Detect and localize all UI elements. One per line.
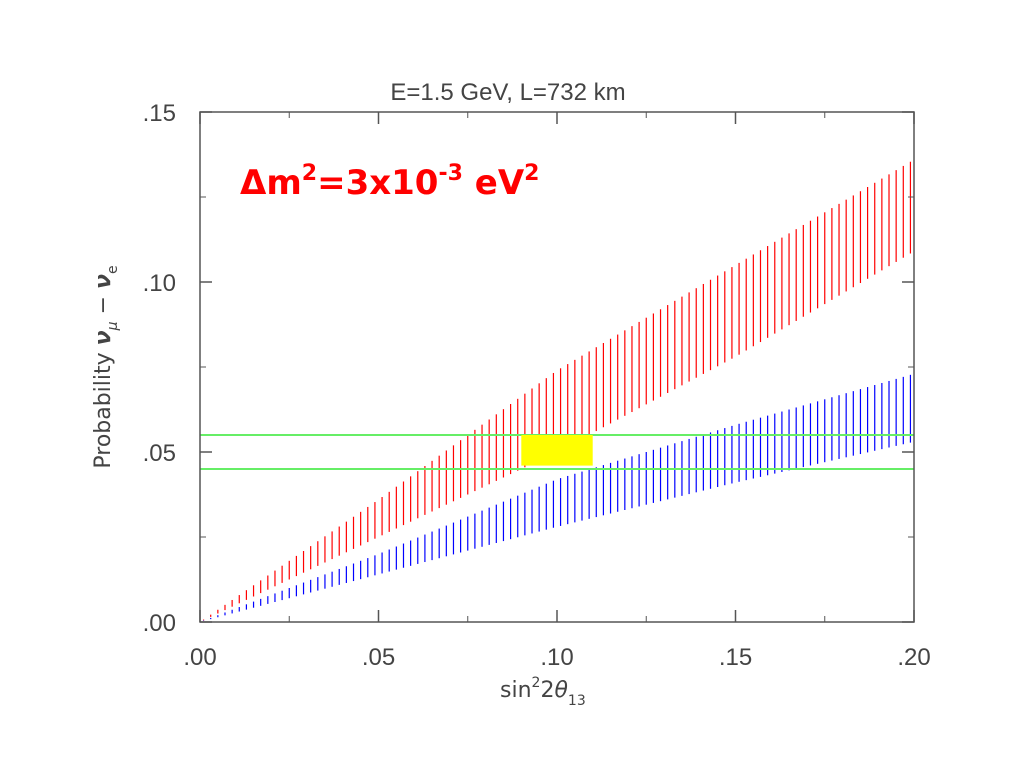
annotation: Δm2=3x10-3 eV2 [240,161,539,203]
x-tick-label: .20 [897,644,930,671]
y-tick-label: .15 [143,100,176,127]
bands [202,161,912,622]
y-tick-label: .05 [143,440,176,467]
x-ticks: .00 .05 .10 .15 .20 [183,112,931,671]
y-axis-label: Probability νμ − νe [91,265,121,468]
y-tick-label: .10 [143,270,176,297]
band-0 [202,161,912,621]
highlight-box [521,435,593,466]
x-tick-label: .05 [362,644,395,671]
band-1 [202,374,912,622]
y-ticks: .00 .05 .10 .15 [143,100,914,637]
x-tick-label: .15 [719,644,752,671]
x-tick-label: .10 [540,644,573,671]
x-tick-label: .00 [183,644,216,671]
chart-title: E=1.5 GeV, L=732 km [390,79,625,106]
x-axis-label: sin22θ13 [500,675,586,709]
y-tick-label: .00 [143,610,176,637]
highlight-region [521,435,593,466]
plot-frame [199,111,915,623]
